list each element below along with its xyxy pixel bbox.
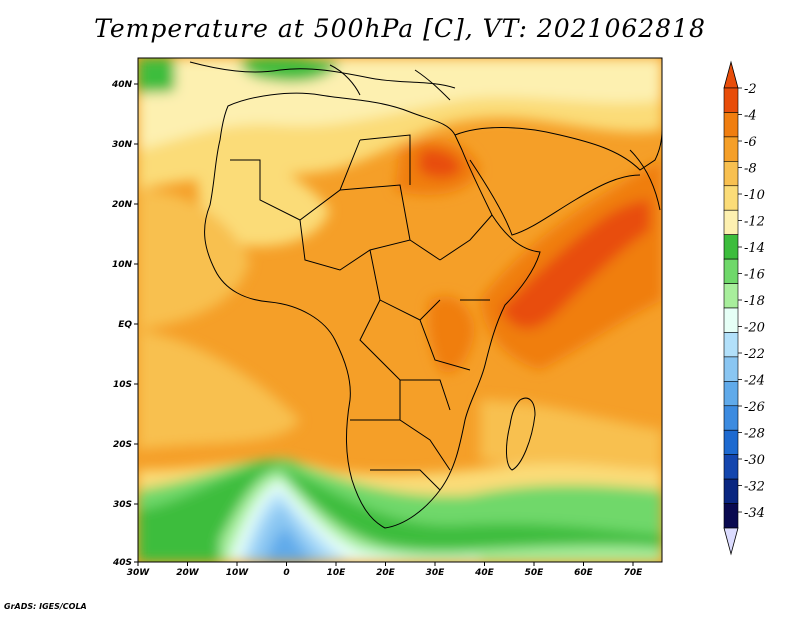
colorbar-label: -14: [744, 241, 765, 256]
grads-credit: GrADS: IGES/COLA: [4, 602, 87, 611]
axis-ticks: 30W 20W 10W 0 10E 20E 30E 40E 50E 60E 70E 40N 30N 20N…: [111, 80, 643, 578]
lon-tick-label: 10W: [226, 568, 250, 578]
lon-tick-label: 70E: [624, 568, 644, 578]
colorbar-swatch: [723, 161, 739, 187]
colorbar-label: -8: [744, 162, 757, 177]
colorbar-swatch: [723, 307, 739, 333]
lat-tick-label: 30N: [112, 140, 133, 150]
lat-tick-label: 40N: [111, 80, 133, 90]
lon-tick-label: 30W: [127, 568, 151, 578]
colorbar-swatch: [723, 234, 739, 260]
colorbar-label: -24: [744, 374, 765, 389]
lat-tick-label: EQ: [118, 320, 132, 330]
colorbar-swatch: [723, 429, 739, 455]
colorbar-label: -16: [744, 268, 765, 283]
plot-frame: [137, 57, 663, 563]
colorbar-label: -30: [744, 453, 765, 468]
colorbar-label: -4: [744, 109, 757, 124]
lat-tick-label: 40S: [112, 558, 132, 568]
colorbar-bottom-triangle: [723, 527, 739, 556]
colorbar-label: -20: [744, 321, 765, 336]
colorbar-label: -2: [744, 82, 757, 97]
lon-tick-label: 60E: [574, 568, 594, 578]
colorbar-label: -34: [744, 506, 765, 521]
map-title: Temperature at 500hPa [C], VT: 202106281…: [94, 14, 706, 43]
colorbar-swatch: [723, 454, 739, 480]
colorbar-swatch: [723, 112, 739, 138]
colorbar-swatch: [723, 87, 739, 113]
colorbar-swatch: [723, 405, 739, 431]
lon-tick-label: 0: [283, 568, 289, 578]
lat-tick-label: 10S: [113, 380, 132, 390]
lon-tick-label: 40E: [474, 568, 495, 578]
colorbar-swatch: [723, 283, 739, 309]
lat-tick-label: 10N: [112, 260, 133, 270]
colorbar-label: -10: [744, 188, 765, 203]
colorbar-swatch: [723, 136, 739, 162]
lat-tick-label: 20S: [113, 440, 132, 450]
lat-tick-label: 20N: [112, 200, 133, 210]
colorbar-swatch: [723, 185, 739, 211]
colorbar-swatch: [723, 332, 739, 358]
lon-tick-label: 20E: [376, 568, 396, 578]
colorbar-label: -32: [744, 480, 765, 495]
colorbar-swatch: [723, 381, 739, 407]
colorbar-swatch: [723, 503, 739, 529]
colorbar-top-triangle: [723, 60, 739, 89]
lat-tick-label: 30S: [113, 500, 132, 510]
colorbar-label: -22: [744, 347, 765, 362]
colorbar-label: -6: [744, 135, 757, 150]
colorbar-swatch: [723, 209, 739, 235]
colorbar-label: -18: [744, 294, 765, 309]
colorbar-label: -12: [744, 215, 765, 230]
lon-tick-label: 30E: [426, 568, 446, 578]
colorbar-swatch: [723, 478, 739, 504]
colorbar: -2 -4 -6 -8 -10 -12 -14 -16 -18 -20 -22 -24 -26 -28 -3…: [723, 60, 765, 556]
lon-tick-label: 50E: [525, 568, 545, 578]
colorbar-swatch: [723, 356, 739, 382]
colorbar-label: -28: [744, 427, 765, 442]
coastlines: [189, 61, 662, 529]
lon-tick-label: 10E: [327, 568, 347, 578]
lon-tick-label: 20W: [176, 568, 200, 578]
colorbar-swatch: [723, 258, 739, 284]
colorbar-label: -26: [744, 400, 765, 415]
